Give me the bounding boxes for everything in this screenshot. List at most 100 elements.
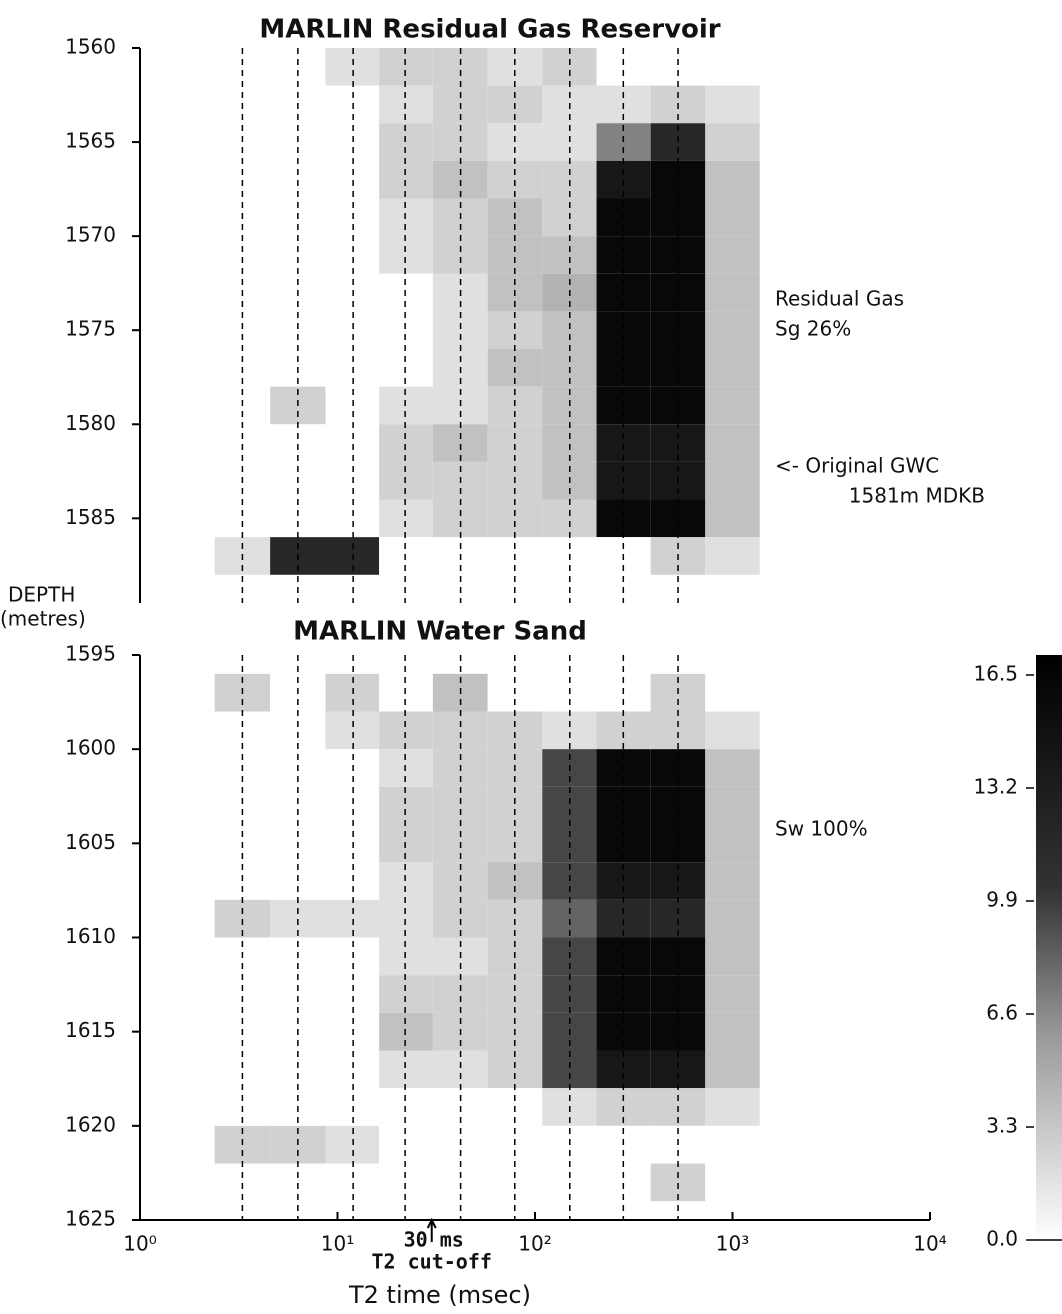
heat-cell [326,825,380,863]
heat-cell [379,48,433,86]
chart-title: MARLIN Residual Gas Reservoir [259,15,720,45]
x-label: T2 time (msec) [348,1281,531,1309]
heat-cell [705,1088,759,1126]
annotation: 1581m MDKB [849,484,985,508]
heat-cell [705,938,759,976]
x-tick-label: 10¹ [321,1232,354,1256]
heat-cell [705,86,759,124]
heat-cell [379,537,433,575]
cutoff-label: 30 ms [404,1228,464,1252]
heat-cell [705,123,759,161]
heat-cell [379,1164,433,1202]
heat-cell [705,674,759,712]
y-tick-label: 1610 [65,924,116,948]
heat-cell [705,1013,759,1051]
chart-title: MARLIN Water Sand [293,617,587,647]
colorbar-tick-label: 3.3 [986,1114,1018,1138]
heat-cell [705,712,759,750]
heat-cell [433,500,488,538]
heat-cell [326,938,380,976]
y-tick-label: 1600 [65,736,116,760]
heat-cell [705,787,759,825]
heat-cell [379,825,433,863]
heat-cell [379,712,433,750]
heat-cell [326,387,380,425]
heat-cell [379,311,433,349]
annotation: Sw 100% [775,817,868,841]
x-tick-label: 10⁴ [913,1232,946,1256]
heat-cell [379,349,433,387]
cutoff-sublabel: T2 cut-off [372,1250,492,1274]
y-tick-label: 1585 [65,505,116,529]
heat-cell [379,900,433,938]
heat-cell [705,48,759,86]
heat-cell [597,500,651,538]
heat-cell [326,712,380,750]
heat-cell [326,236,380,274]
heat-cell [705,1051,759,1089]
colorbar-tick-label: 9.9 [986,888,1018,912]
y-tick-label: 1625 [65,1207,116,1231]
y-label: DEPTH [8,583,75,607]
y-tick-label: 1580 [65,411,116,435]
x-tick-label: 10² [518,1232,551,1256]
heat-cell [542,500,596,538]
heat-cell [705,161,759,199]
heat-cell [326,123,380,161]
heat-cell [379,975,433,1013]
heat-cell [379,462,433,500]
y-tick-label: 1605 [65,830,116,854]
heat-cell [326,462,380,500]
heat-cell [326,749,380,787]
x-tick-label: 10³ [716,1232,749,1256]
heat-cell [326,1013,380,1051]
heat-cell [705,975,759,1013]
heat-cell [379,424,433,462]
heat-cell [326,1126,380,1164]
heat-cell [705,1126,759,1164]
heat-cell [379,862,433,900]
heat-cell [326,1164,380,1202]
y-tick-label: 1565 [65,129,116,153]
heat-cell [705,424,759,462]
heat-cell [379,86,433,124]
x-tick-label: 10⁰ [123,1232,156,1256]
heat-cell [379,1013,433,1051]
colorbar-tick-label: 6.6 [986,1001,1018,1025]
heat-cell [326,674,380,712]
heat-cell [326,975,380,1013]
heat-cell [379,236,433,274]
heat-cell [379,387,433,425]
colorbar [1036,655,1062,1240]
heat-cell [326,862,380,900]
heat-cell [379,787,433,825]
heat-cell [705,311,759,349]
y-tick-label: 1560 [65,35,116,59]
y-tick-label: 1620 [65,1112,116,1136]
heat-cell [705,825,759,863]
chart: 156015651570157515801585MARLIN Residual … [0,0,1062,1314]
heat-cell [326,1051,380,1089]
heat-cell [379,199,433,237]
y-tick-label: 1615 [65,1018,116,1042]
heat-cell [326,424,380,462]
heat-cell [705,462,759,500]
heat-cell [326,500,380,538]
heat-cell [326,199,380,237]
heat-cell [488,500,543,538]
heat-cell [379,1126,433,1164]
heat-cell [705,199,759,237]
colorbar-tick-label: 0.0 [986,1227,1018,1251]
y-label-unit: (metres) [0,607,86,631]
colorbar-tick-label: 13.2 [973,775,1018,799]
heat-cell [379,674,433,712]
heat-cell [379,938,433,976]
heat-cell [270,500,325,538]
heat-cell [326,274,380,312]
heat-cell [379,123,433,161]
heat-cell [379,749,433,787]
heat-cell [326,311,380,349]
heat-cell [326,349,380,387]
heat-cell [705,274,759,312]
heat-cell [326,787,380,825]
